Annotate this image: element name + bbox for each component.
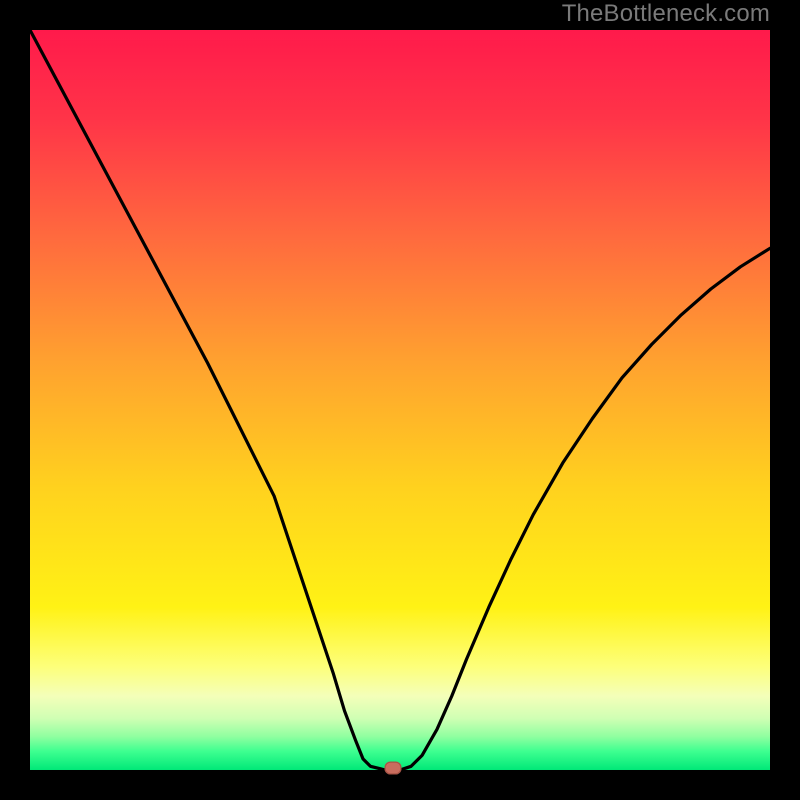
chart-container: TheBottleneck.com (0, 0, 800, 800)
optimum-marker (384, 761, 401, 774)
curve-svg (30, 30, 770, 770)
plot-area (30, 30, 770, 770)
watermark-text: TheBottleneck.com (562, 0, 770, 28)
bottleneck-curve (30, 30, 770, 770)
